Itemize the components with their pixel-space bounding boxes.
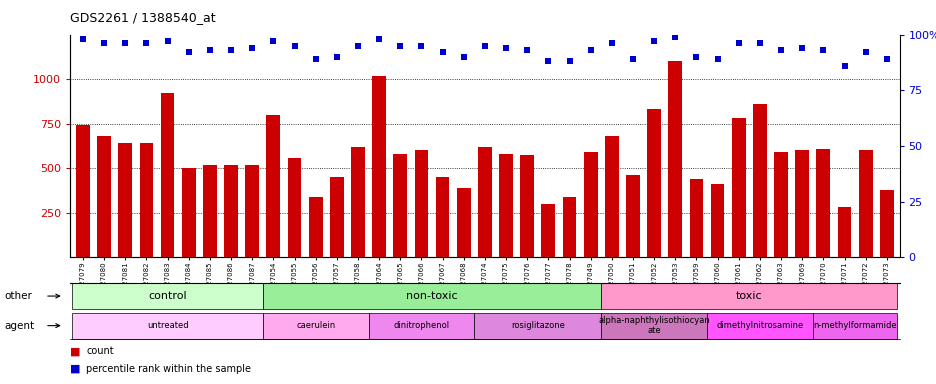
Bar [224,165,238,257]
Bar [435,177,449,257]
Text: caerulein: caerulein [296,321,335,330]
Text: dimethylnitrosamine: dimethylnitrosamine [715,321,803,330]
Bar [118,143,132,257]
Text: dinitrophenol: dinitrophenol [393,321,449,330]
Bar [161,93,174,257]
Text: untreated: untreated [147,321,188,330]
Text: non-toxic: non-toxic [406,291,458,301]
Bar [414,151,428,257]
Bar [731,118,745,257]
Text: n-methylformamide: n-methylformamide [812,321,896,330]
Bar [858,151,871,257]
Bar [753,104,766,257]
Bar [541,204,555,257]
Text: control: control [148,291,186,301]
Bar [76,126,90,257]
Text: GDS2261 / 1388540_at: GDS2261 / 1388540_at [70,12,215,25]
Bar [773,152,787,257]
Bar [477,147,491,257]
Bar [562,197,576,257]
Bar [139,143,154,257]
Bar [583,152,597,257]
Bar [372,76,386,257]
Bar [519,155,534,257]
Bar [329,177,344,257]
Bar [309,197,322,257]
Bar [837,207,851,257]
Text: agent: agent [5,321,35,331]
Bar [710,184,724,257]
Bar [795,151,808,257]
Text: other: other [5,291,33,301]
Bar [499,154,512,257]
Bar [625,175,639,257]
Bar [647,109,660,257]
Text: ■: ■ [70,346,80,356]
Bar [266,115,280,257]
Text: toxic: toxic [735,291,762,301]
Bar [815,149,829,257]
Text: rosiglitazone: rosiglitazone [510,321,564,330]
Bar [393,154,407,257]
Bar [457,188,470,257]
Text: alpha-naphthylisothiocyan
ate: alpha-naphthylisothiocyan ate [597,316,709,335]
Bar [182,168,196,257]
Text: count: count [86,346,113,356]
Bar [605,136,618,257]
Bar [667,61,681,257]
Bar [689,179,703,257]
Bar [879,190,893,257]
Bar [245,165,258,257]
Text: percentile rank within the sample: percentile rank within the sample [86,364,251,374]
Text: ■: ■ [70,364,80,374]
Bar [287,157,301,257]
Bar [97,136,110,257]
Bar [351,147,364,257]
Bar [203,165,216,257]
